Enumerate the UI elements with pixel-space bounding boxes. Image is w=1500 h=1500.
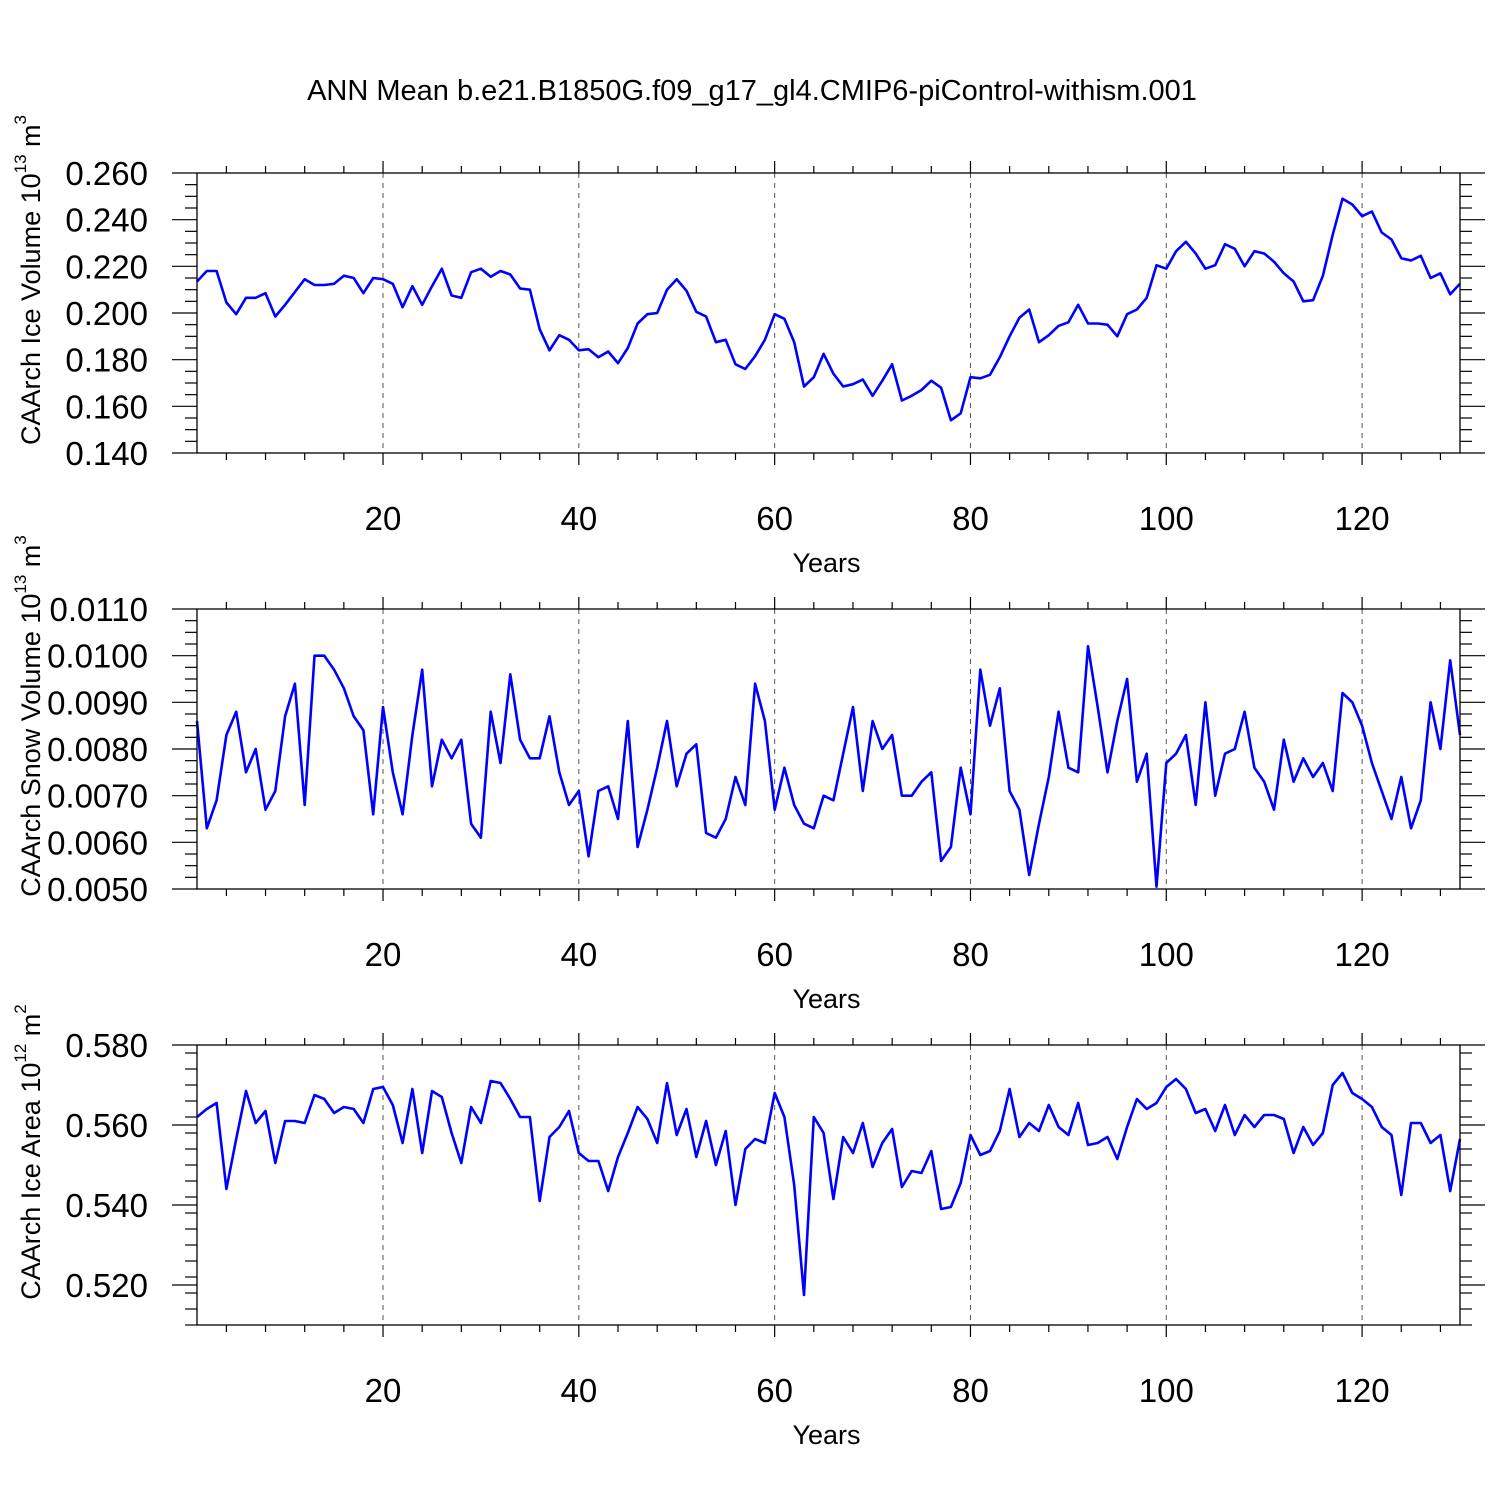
x-tick-label: 100 xyxy=(1139,500,1194,537)
x-tick-label: 60 xyxy=(756,936,793,973)
x-tick-label: 120 xyxy=(1335,1372,1390,1409)
y-tick-label: 0.540 xyxy=(65,1187,148,1224)
y-tick-label: 0.580 xyxy=(65,1027,148,1064)
x-axis-label: Years xyxy=(792,1420,860,1450)
x-tick-label: 60 xyxy=(756,500,793,537)
x-axis-label: Years xyxy=(792,984,860,1014)
panel-ice-area: 20 40 60 80 100 120 0.520 0.540 0.560 0.580 Years… xyxy=(11,1004,1485,1450)
plot-frame xyxy=(196,1044,1461,1326)
x-tick-label: 40 xyxy=(560,1372,597,1409)
y-tick-label: 0.520 xyxy=(65,1267,148,1304)
x-tick-label: 100 xyxy=(1139,1372,1194,1409)
y-tick-label: 0.260 xyxy=(65,155,148,192)
x-tick-label: 120 xyxy=(1335,936,1390,973)
x-tick-label: 40 xyxy=(560,936,597,973)
y-axis-label: CAArch Snow Volume 1013 m3 xyxy=(11,535,46,897)
x-tick-label: 80 xyxy=(952,1372,989,1409)
y-tick-label: 0.160 xyxy=(65,388,148,425)
x-tick-label: 100 xyxy=(1139,936,1194,973)
y-tick-label: 0.140 xyxy=(65,435,148,472)
series-line-ice-volume xyxy=(196,197,1461,422)
series-line-ice-area xyxy=(196,1071,1462,1297)
y-tick-label: 0.200 xyxy=(65,295,148,332)
y-tick-label: 0.560 xyxy=(65,1107,148,1144)
y-tick-label: 0.0050 xyxy=(47,871,148,908)
x-axis-label: Years xyxy=(792,548,860,578)
y-tick-label: 0.0080 xyxy=(47,731,148,768)
panel-snow-volume: 20 40 60 80 100 120 0.0050 0.0060 0.0070 0.0080 0.… xyxy=(11,535,1485,1014)
y-axis-label: CAArch Ice Volume 1013 m3 xyxy=(11,115,46,445)
y-tick-label: 0.240 xyxy=(65,202,148,239)
x-tick-label: 20 xyxy=(365,1372,402,1409)
y-tick-label: 0.0110 xyxy=(50,591,148,628)
y-tick-label: 0.0100 xyxy=(47,638,148,675)
x-tick-label: 20 xyxy=(365,936,402,973)
y-tick-label: 0.0060 xyxy=(47,824,148,861)
y-tick-label: 0.0070 xyxy=(47,778,148,815)
y-tick-label: 0.180 xyxy=(65,342,148,379)
y-tick-label: 0.220 xyxy=(65,248,148,285)
x-tick-label: 80 xyxy=(952,936,989,973)
x-tick-label: 60 xyxy=(756,1372,793,1409)
x-tick-label: 120 xyxy=(1335,500,1390,537)
panel-ice-volume: 20 40 60 80 100 120 0.140 0.160 0.180 0.200 0.220 0… xyxy=(11,115,1485,578)
plot-frame xyxy=(196,608,1461,890)
chart-title: ANN Mean b.e21.B1850G.f09_g17_gl4.CMIP6-… xyxy=(307,75,1197,107)
x-tick-label: 80 xyxy=(952,500,989,537)
plot-frame xyxy=(196,172,1461,454)
x-tick-label: 20 xyxy=(365,500,402,537)
x-tick-label: 40 xyxy=(560,500,597,537)
series-line-snow-volume xyxy=(195,645,1462,888)
y-axis-label: CAArch Ice Area 1012 m2 xyxy=(11,1004,46,1300)
y-tick-label: 0.0090 xyxy=(47,684,148,721)
